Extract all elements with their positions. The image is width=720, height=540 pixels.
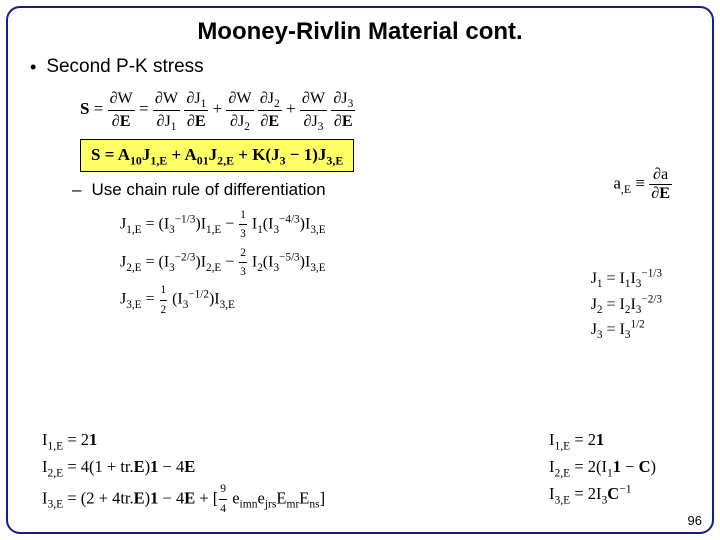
equation-stress-result: S = A10J1,E + A01J2,E + K(J3 − 1)J3,E	[80, 139, 354, 172]
equation-j2-def: J2 = I2I3−2/3	[591, 292, 662, 318]
slide-frame: Mooney-Rivlin Material cont. • Second P-…	[6, 6, 714, 534]
equation-stress-chain: S = ∂W∂E = ∂W∂J1 ∂J1∂E + ∂W∂J2 ∂J2∂E + ∂…	[80, 88, 690, 133]
equation-i2e-left: I2,E = 4(1 + tr.E)1 − 4E	[42, 453, 325, 480]
bullet1-text: Second P-K stress	[46, 56, 203, 78]
equation-j-definitions: J1 = I1I3−1/3 J2 = I2I3−2/3 J3 = I31/2	[591, 266, 662, 343]
equation-i-results-right: I1,E = 21 I2,E = 2(I11 − C) I3,E = 2I3C−…	[549, 426, 656, 508]
equation-j3-def: J3 = I31/2	[591, 317, 662, 343]
bullet-level1: • Second P-K stress	[30, 56, 690, 78]
equation-i3e-left: I3,E = (2 + 4tr.E)1 − 4E + [94 eimnejrsE…	[42, 480, 325, 519]
equation-a-def: a,E ≡ ∂a∂E	[613, 166, 672, 203]
slide-title: Mooney-Rivlin Material cont.	[30, 18, 690, 46]
equation-i3e-right: I3,E = 2I3C−1	[549, 480, 656, 507]
bullet-dash-icon: –	[72, 180, 81, 200]
equation-i2e-right: I2,E = 2(I11 − C)	[549, 453, 656, 480]
bullet2-text: Use chain rule of differentiation	[91, 180, 325, 200]
equation-i1e-left: I1,E = 21	[42, 426, 325, 453]
equation-j1-def: J1 = I1I3−1/3	[591, 266, 662, 292]
equation-j1-deriv: J1,E = (I3−1/3)I1,E − 13 I1(I3−4/3)I3,E	[120, 206, 690, 244]
bullet-level2: – Use chain rule of differentiation	[72, 180, 690, 200]
equation-i-results-left: I1,E = 21 I2,E = 4(1 + tr.E)1 − 4E I3,E …	[42, 426, 325, 520]
bullet-dot-icon: •	[30, 56, 36, 78]
page-number: 96	[688, 513, 702, 528]
equation-i1e-right: I1,E = 21	[549, 426, 656, 453]
equation-stress-result-wrapper: S = A10J1,E + A01J2,E + K(J3 − 1)J3,E	[80, 139, 690, 172]
